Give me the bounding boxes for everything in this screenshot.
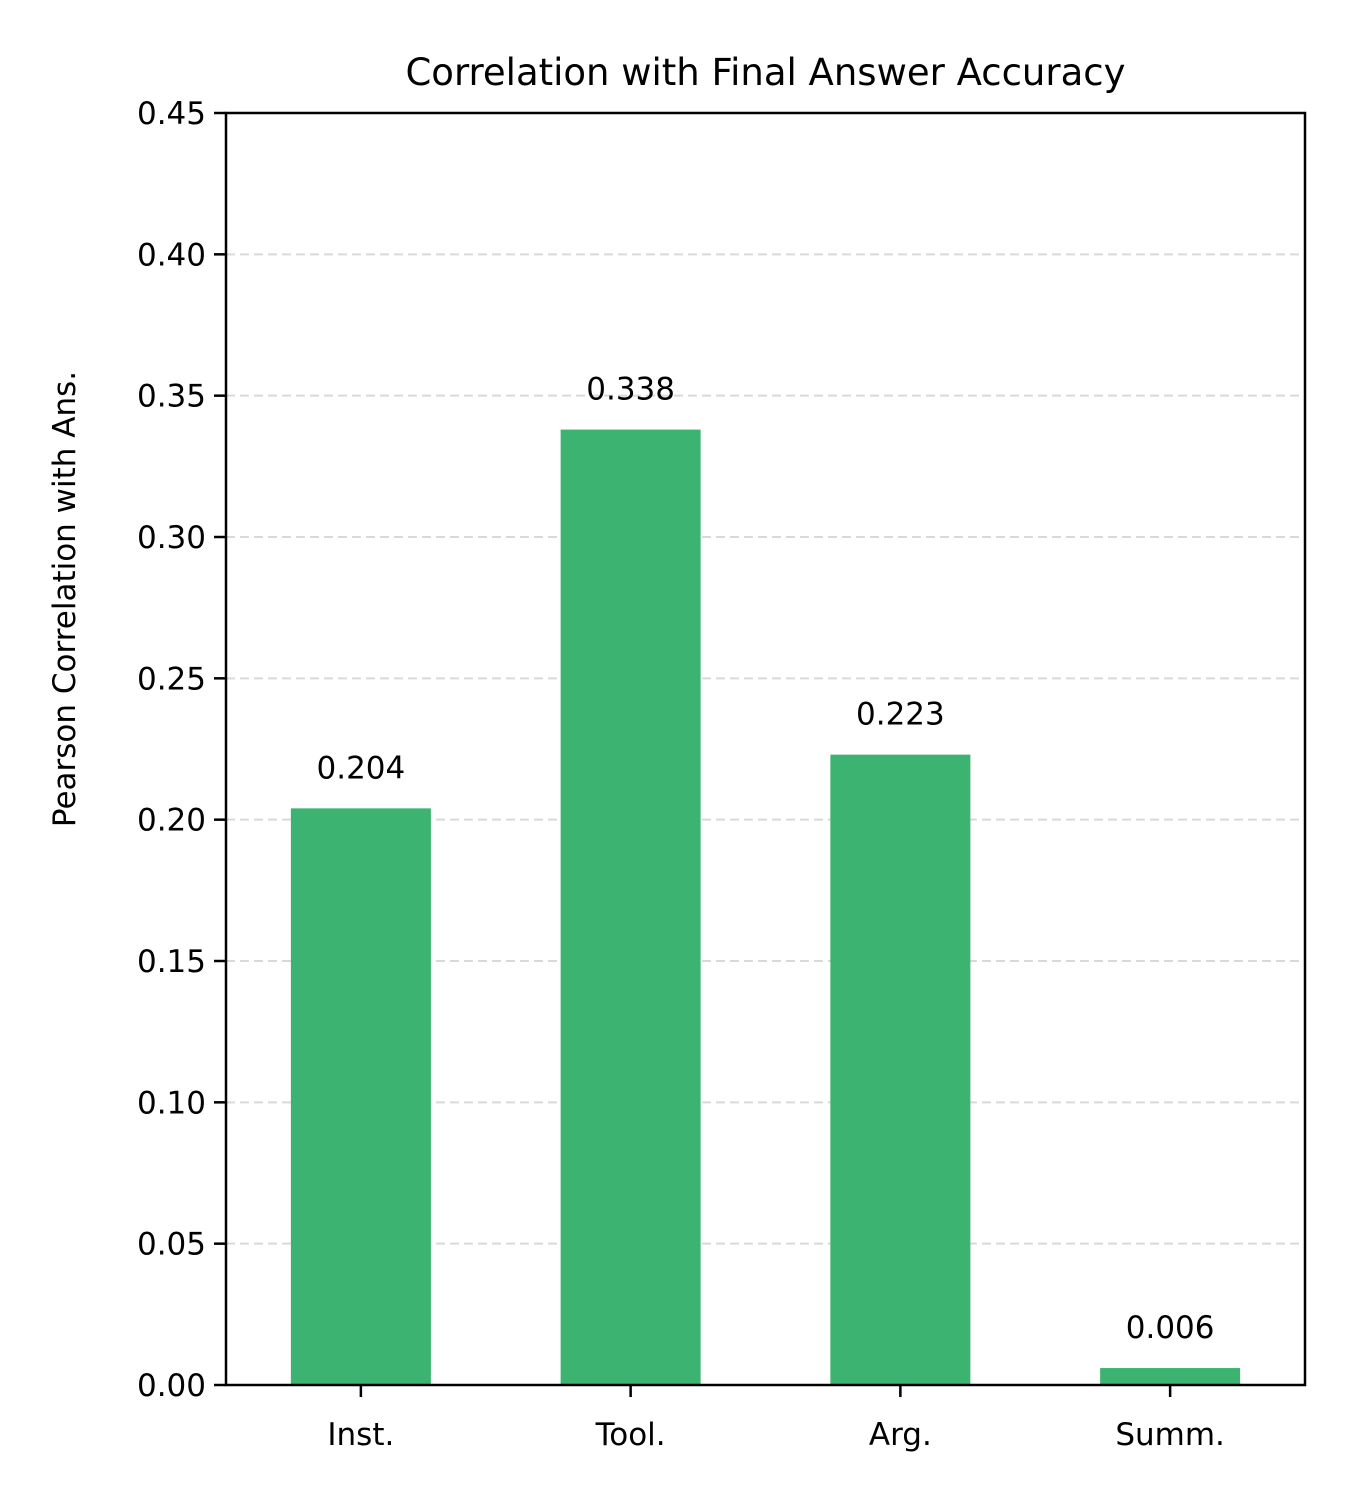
y-tick-label: 0.15 [137, 944, 206, 980]
x-tick-label: Arg. [869, 1417, 932, 1453]
bar-value-label: 0.338 [586, 372, 675, 408]
bar-value-label: 0.223 [856, 697, 945, 733]
y-tick-label: 0.35 [137, 379, 206, 415]
x-tick-label: Tool. [595, 1417, 666, 1453]
y-tick-label: 0.40 [137, 237, 206, 273]
chart-title: Correlation with Final Answer Accuracy [405, 51, 1125, 94]
bar [290, 808, 431, 1385]
y-tick-label: 0.10 [137, 1085, 206, 1121]
grid-layer [226, 253, 1305, 1245]
bar-value-label: 0.204 [317, 750, 406, 786]
y-axis-ticks: 0.00 0.05 0.10 0.15 0.20 0.25 0.30 0.35 0.40 0.45 [137, 96, 226, 1404]
y-tick-label: 0.05 [137, 1227, 206, 1263]
bars-layer [290, 429, 1241, 1385]
bar [560, 429, 701, 1385]
x-tick-label: Inst. [327, 1417, 394, 1453]
x-tick-label: Summ. [1115, 1417, 1225, 1453]
bar-value-label: 0.006 [1126, 1310, 1215, 1346]
x-axis-ticks: Inst. Tool. Arg. Summ. [327, 1385, 1225, 1453]
y-tick-label: 0.00 [137, 1368, 206, 1404]
y-tick-label: 0.20 [137, 803, 206, 839]
y-tick-label: 0.45 [137, 96, 206, 132]
y-axis-label: Pearson Correlation with Ans. [47, 371, 83, 827]
bar [830, 754, 971, 1385]
y-tick-label: 0.30 [137, 520, 206, 556]
bar [1100, 1368, 1241, 1385]
y-tick-label: 0.25 [137, 661, 206, 697]
plot-frame [224, 111, 1307, 1387]
value-labels-layer: 0.204 0.338 0.223 0.006 [317, 372, 1215, 1346]
